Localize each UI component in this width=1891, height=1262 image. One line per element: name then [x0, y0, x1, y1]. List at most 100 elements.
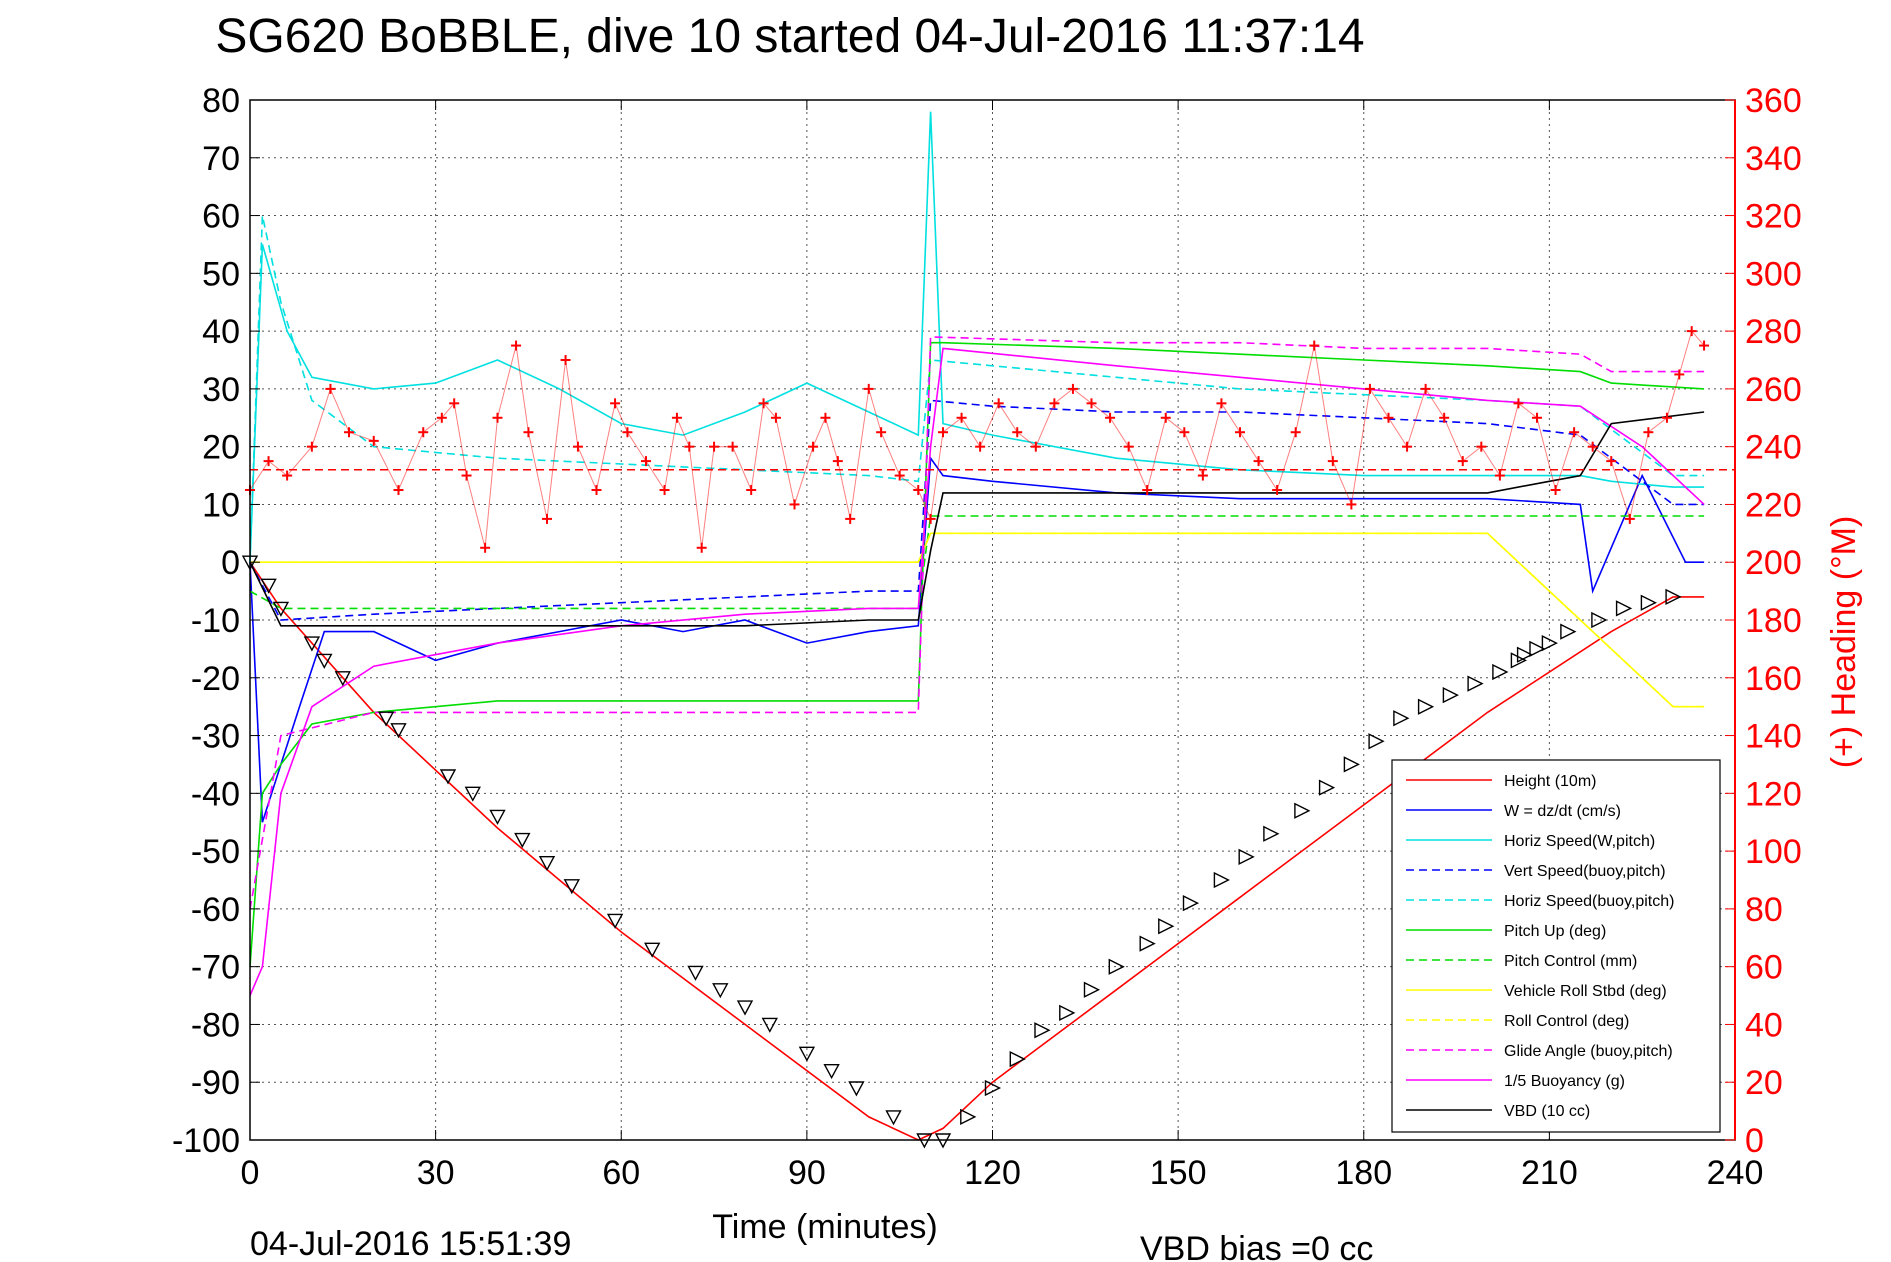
heading-point: [758, 398, 769, 409]
heading-point: [684, 441, 695, 452]
y-tick-label: 10: [202, 486, 240, 524]
heading-point: [696, 542, 707, 553]
y-tick-label: -70: [191, 949, 240, 987]
depth-marker: [736, 1000, 754, 1016]
depth-marker: [1665, 588, 1682, 606]
y2-tick-label: 140: [1745, 718, 1802, 756]
heading-point: [1674, 369, 1685, 380]
heading-point: [1012, 427, 1023, 438]
depth-marker: [1615, 600, 1633, 617]
y2-tick-label: 180: [1745, 602, 1802, 640]
heading-point: [894, 470, 905, 481]
y-tick-label: -60: [191, 891, 240, 929]
x-tick-label: 180: [1335, 1154, 1392, 1192]
depth-marker: [1467, 675, 1484, 692]
heading-point: [282, 470, 293, 481]
heading-point: [393, 485, 404, 495]
x-tick-label: 90: [788, 1154, 826, 1192]
heading-point: [325, 383, 336, 394]
y-tick-label: -50: [191, 833, 240, 871]
heading-point: [789, 499, 800, 510]
depth-marker: [390, 723, 407, 739]
depth-marker: [377, 711, 395, 727]
y2-tick-label: 60: [1745, 949, 1783, 987]
y-tick-label: 30: [202, 371, 240, 409]
heading-point: [1364, 383, 1375, 394]
heading-point: [938, 427, 948, 438]
depth-marker: [489, 809, 506, 825]
y-tick-label: 70: [202, 140, 240, 178]
y-tick-label: 60: [202, 198, 240, 236]
heading-point: [542, 513, 552, 524]
heading-point: [832, 456, 843, 467]
depth-marker: [563, 879, 580, 895]
legend-label-w-dz-dt-cm-s: W = dz/dt (cm/s): [1504, 803, 1621, 820]
y2-tick-label: 160: [1745, 660, 1802, 698]
legend-label-pitch-up-deg: Pitch Up (deg): [1504, 923, 1606, 940]
heading-point: [1606, 456, 1617, 467]
heading-point: [808, 441, 819, 452]
depth-marker: [1059, 1004, 1076, 1022]
legend-label-vbd-10-cc: VBD (10 cc): [1504, 1103, 1590, 1120]
heading-point: [659, 485, 670, 495]
heading-point: [306, 441, 317, 452]
series-pitch-up-deg: [249, 341, 1705, 967]
heading-point: [820, 412, 831, 423]
depth-marker: [1591, 611, 1608, 629]
heading-point: [1420, 383, 1431, 394]
y-tick-label: 40: [202, 313, 240, 351]
depth-marker: [1492, 663, 1509, 681]
x-tick-label: 60: [602, 1154, 640, 1192]
depth-marker: [761, 1017, 778, 1033]
y2-axis-label: (+) Heading (°M): [1825, 516, 1863, 769]
series-vbd-10-cc: [249, 411, 1705, 627]
heading-point: [1290, 427, 1301, 438]
heading-point: [1513, 398, 1524, 409]
legend-label-1-5-buoyancy-g: 1/5 Buoyancy (g): [1504, 1073, 1625, 1090]
y2-tick-label: 200: [1745, 544, 1802, 582]
depth-marker: [1263, 825, 1280, 842]
heading-point: [1067, 383, 1078, 394]
depth-marker: [644, 942, 661, 958]
heading-point: [1235, 427, 1245, 438]
depth-marker: [606, 913, 624, 929]
depth-marker: [885, 1110, 902, 1126]
legend-label-height-10m: Height (10m): [1504, 773, 1596, 790]
heading-point: [1086, 398, 1097, 409]
series-height-10m: [249, 561, 1705, 1141]
x-tick-label: 30: [417, 1154, 455, 1192]
heading-point: [1123, 441, 1134, 452]
legend-box: [1391, 759, 1721, 1133]
legend-label-glide-angle-buoy-pitch: Glide Angle (buoy,pitch): [1504, 1043, 1673, 1060]
heading-point: [845, 513, 856, 524]
legend-label-horiz-speed-w-pitch: Horiz Speed(W,pitch): [1504, 833, 1655, 850]
legend-label-roll-control-deg: Roll Control (deg): [1504, 1013, 1629, 1030]
depth-marker: [1182, 894, 1200, 912]
heading-point: [610, 398, 621, 409]
x-axis-ticks: 0 30 60 90 120 150 180 210 240: [241, 100, 1763, 1192]
x-tick-label: 150: [1150, 1154, 1207, 1192]
heading-point: [1179, 427, 1190, 438]
depth-marker: [1294, 802, 1311, 819]
heading-point: [1272, 485, 1283, 495]
x-tick-label: 210: [1521, 1154, 1578, 1192]
depth-marker: [1442, 686, 1459, 704]
y2-tick-label: 300: [1745, 255, 1802, 293]
depth-marker: [1083, 981, 1101, 998]
series-horiz-speed-w-pitch: [249, 111, 1705, 563]
depth-marker: [1009, 1050, 1026, 1068]
heading-point: [1550, 485, 1561, 495]
y2-tick-label: 260: [1745, 371, 1802, 409]
heading-point: [1030, 441, 1041, 452]
legend: Height (10m) W = dz/dt (cm/s) Horiz Speed(…: [1391, 759, 1721, 1133]
depth-marker: [1529, 640, 1546, 658]
series-vert-speed-buoy-pitch: [249, 399, 1705, 621]
heading-point: [1494, 470, 1505, 481]
heading-point: [1457, 456, 1468, 467]
y2-tick-label: 320: [1745, 198, 1802, 236]
heading-point: [480, 542, 491, 553]
depth-marker: [1393, 710, 1410, 727]
depth-marker: [303, 636, 321, 652]
heading-point: [1142, 485, 1153, 495]
